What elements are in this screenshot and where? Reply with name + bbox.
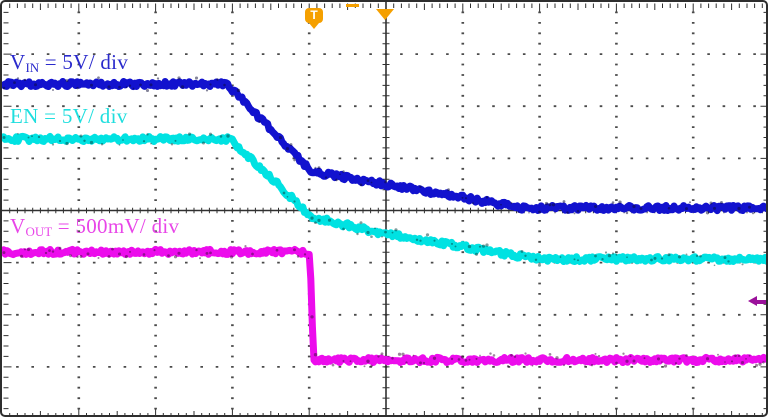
trigger-marker-badge: T xyxy=(305,8,323,29)
vin-label-scale: = 5V/ div xyxy=(39,50,129,74)
en-label-main: EN xyxy=(10,104,39,128)
vout-trace-label: VOUT = 500mV/ div xyxy=(10,214,179,244)
trigger-badge-letter: T xyxy=(310,8,318,22)
trigger-badge-icon: T xyxy=(305,8,323,23)
trigger-badge-pointer-icon xyxy=(309,23,319,29)
en-label-scale: = 5V/ div xyxy=(38,104,128,128)
arrow-head xyxy=(748,296,757,306)
en-trace-label: EN = 5V/ div xyxy=(10,104,128,134)
vin-trace-label: VIN = 5V/ div xyxy=(10,50,128,80)
vin-label-subscript: IN xyxy=(25,60,40,75)
trigger-position-triangle-icon xyxy=(376,9,394,20)
vout-label-scale: = 500mV/ div xyxy=(52,214,180,238)
reference-level-arrow-icon xyxy=(748,296,766,308)
top-edge-marker-icon xyxy=(346,4,359,7)
vin-label-main: V xyxy=(10,50,26,74)
vout-label-subscript: OUT xyxy=(25,224,53,239)
arrow-stem xyxy=(756,300,766,304)
vout-label-main: V xyxy=(10,214,26,238)
